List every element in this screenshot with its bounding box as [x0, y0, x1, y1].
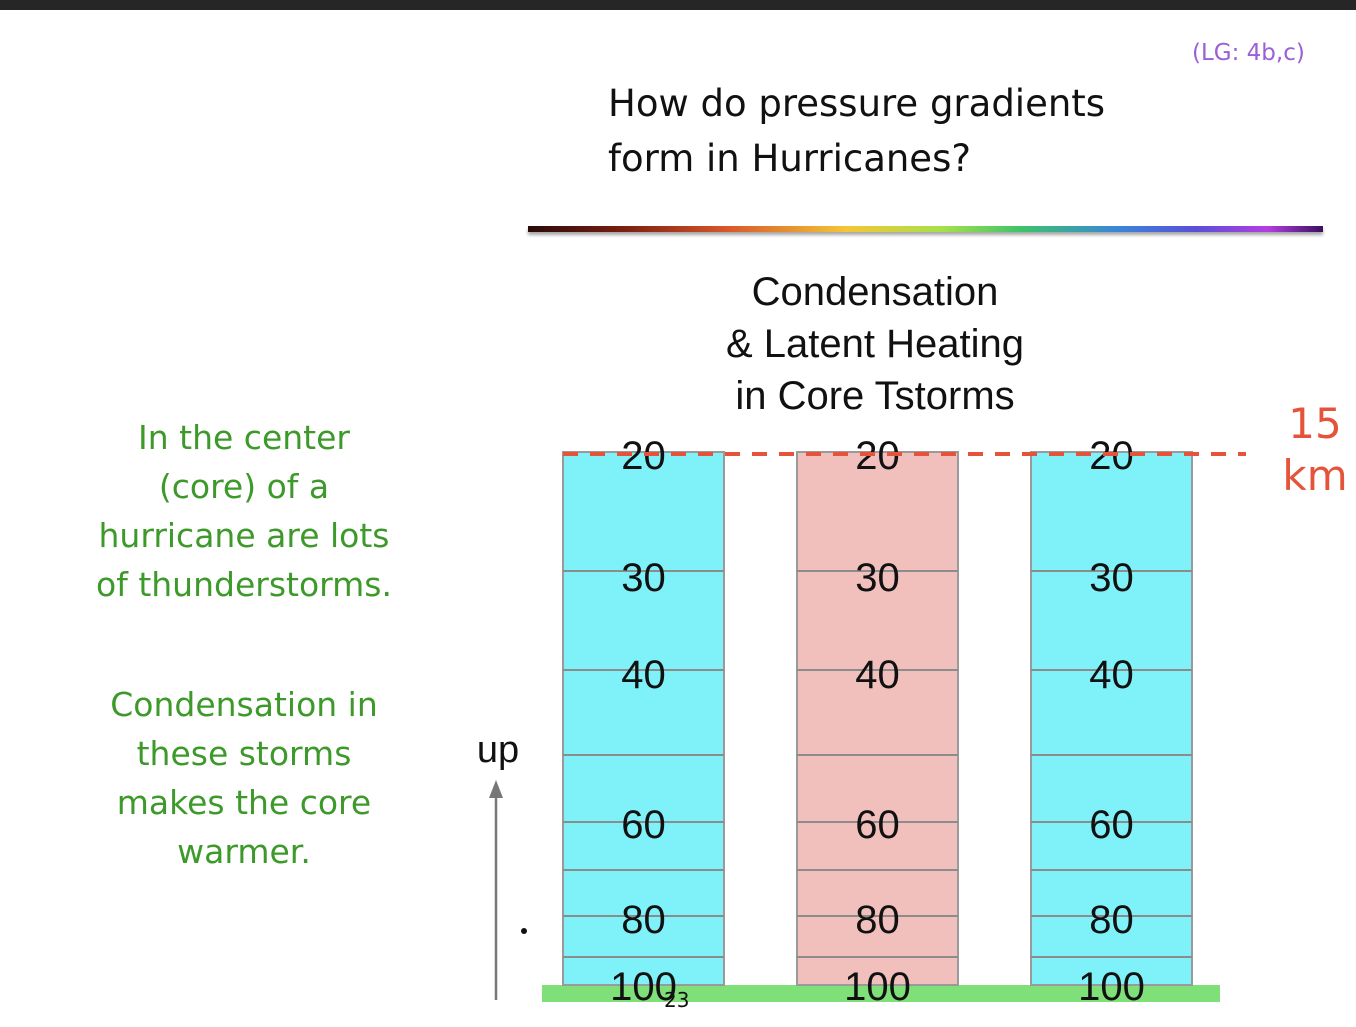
- left-column-level-label: 100: [610, 965, 677, 1009]
- right-column-level-label: 80: [1089, 898, 1134, 942]
- up-label: up: [477, 729, 519, 771]
- small-dot: [521, 928, 527, 934]
- right-column-level-label: 60: [1089, 803, 1134, 847]
- ground-strip: [542, 985, 1220, 1002]
- right-column-level-label: 40: [1089, 653, 1134, 697]
- right-column-level-label: 30: [1089, 556, 1134, 600]
- paragraph-1-line-3: hurricane are lots: [98, 516, 390, 555]
- height-label: 15 km: [1270, 398, 1356, 502]
- up-arrow-head: [489, 780, 503, 798]
- right-column-level-label: 100: [1078, 965, 1145, 1009]
- left-column-level-label: 80: [621, 898, 666, 942]
- page-number: 23: [664, 988, 690, 1012]
- center-column-level-label: 100: [844, 965, 911, 1009]
- slide-title-line-2: form in Hurricanes?: [608, 137, 971, 180]
- paragraph-1-line-2: (core) of a: [158, 467, 330, 506]
- top-bar: [0, 0, 1356, 10]
- center-column-level-label: 30: [855, 556, 900, 600]
- explanation-paragraph-2: Condensation in these storms makes the c…: [80, 680, 408, 876]
- slide-title: How do pressure gradients form in Hurric…: [608, 76, 1248, 186]
- center-column-level-label: 40: [855, 653, 900, 697]
- left-column-level-label: 60: [621, 803, 666, 847]
- rainbow-divider: [528, 226, 1323, 232]
- paragraph-2-line-3: makes the core: [116, 783, 372, 822]
- up-arrow: [489, 780, 503, 1000]
- left-column-level-label: 40: [621, 653, 666, 697]
- right-column-fill: [1030, 451, 1193, 986]
- paragraph-2-line-4: warmer.: [177, 832, 311, 871]
- diagram-title-line-1: Condensation: [751, 270, 999, 314]
- height-label-unit: km: [1282, 451, 1348, 500]
- paragraph-1-line-1: In the center: [138, 418, 350, 457]
- diagram-title-line-3: in Core Tstorms: [735, 374, 1015, 418]
- center-column-level-label: 60: [855, 803, 900, 847]
- center-column-level-label: 80: [855, 898, 900, 942]
- center-column-fill: [796, 451, 959, 986]
- diagram-title-line-2: & Latent Heating: [726, 322, 1024, 366]
- explanation-paragraph-1: In the center (core) of a hurricane are …: [80, 413, 408, 609]
- height-label-value: 15: [1288, 399, 1342, 448]
- paragraph-2-line-1: Condensation in: [110, 685, 378, 724]
- left-column-fill: [562, 451, 725, 986]
- slide-title-line-1: How do pressure gradients: [608, 82, 1106, 125]
- paragraph-1-line-4: of thunderstorms.: [96, 565, 392, 604]
- paragraph-2-line-2: these storms: [136, 734, 352, 773]
- diagram-title: Condensation & Latent Heating in Core Ts…: [680, 266, 1070, 422]
- left-column-level-label: 30: [621, 556, 666, 600]
- learning-goal-tag: (LG: 4b,c): [1192, 40, 1305, 66]
